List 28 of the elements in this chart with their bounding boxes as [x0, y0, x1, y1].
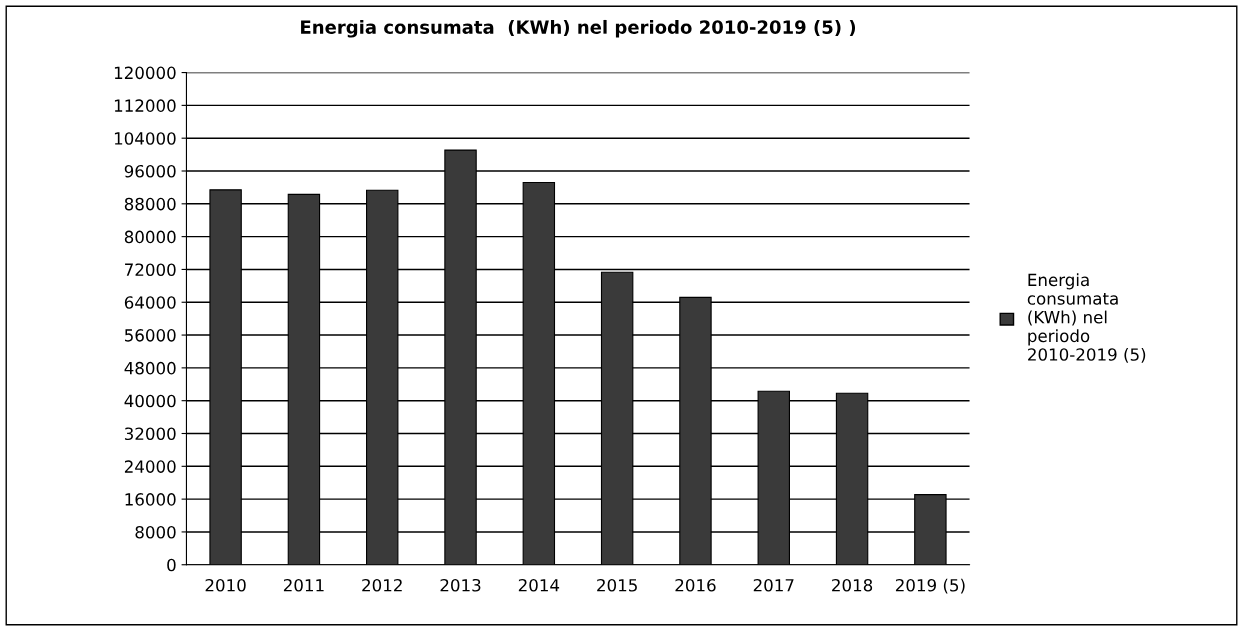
x-tick-label: 2015 [597, 578, 637, 592]
x-tick-label: 2016 [675, 578, 716, 592]
y-tick-label: 48000 [124, 361, 176, 375]
x-tick-label: 2010 [205, 578, 246, 592]
x-tick-label: 2011 [283, 578, 324, 592]
y-tick-label: 80000 [124, 230, 176, 244]
y-tick-label: 112000 [114, 99, 176, 112]
x-tick-label: 2018 [832, 578, 873, 592]
x-tick-label: 2012 [362, 578, 402, 592]
x-tick-label: 2013 [440, 578, 481, 592]
y-tick-label: 104000 [114, 132, 176, 145]
y-tick-label: 88000 [124, 197, 176, 211]
legend-label: Energia consumata (KWh) nel periodo 2010-2019 (5) [1027, 273, 1146, 363]
y-tick-label: 32000 [124, 427, 176, 441]
y-tick-label: 24000 [124, 460, 176, 473]
y-tick-label: 40000 [124, 394, 176, 408]
y-tick-label: 64000 [124, 296, 176, 309]
y-tick-label: 0 [167, 558, 176, 572]
y-tick-label: 120000 [114, 66, 176, 80]
y-tick-label: 16000 [125, 493, 176, 506]
y-tick-label: 72000 [125, 263, 176, 277]
chart-title: Energia consumata (KWh) nel periodo 2010-2019 (5) ) [301, 19, 856, 38]
y-tick-label: 8000 [135, 525, 176, 539]
y-tick-label: 56000 [124, 329, 176, 342]
x-tick-label: 2014 [518, 578, 560, 592]
x-tick-label: 2019 (5) [895, 578, 965, 594]
y-tick-label: 96000 [124, 164, 176, 178]
x-tick-label: 2017 [753, 578, 794, 592]
